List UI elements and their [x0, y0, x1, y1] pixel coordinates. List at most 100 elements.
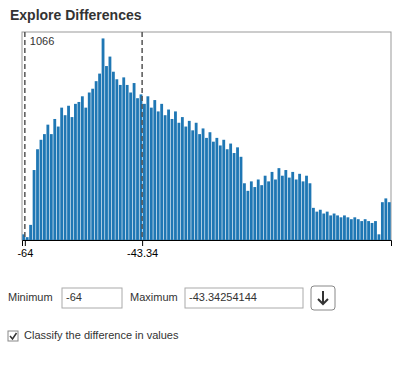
bar: [91, 89, 94, 240]
bar: [198, 134, 201, 240]
bar: [160, 104, 163, 240]
bar: [374, 221, 377, 240]
bar: [129, 93, 132, 240]
bar: [67, 106, 70, 240]
bar: [236, 147, 239, 240]
bar: [136, 98, 139, 240]
bar: [326, 212, 329, 240]
bar: [288, 178, 291, 240]
bar: [177, 123, 180, 240]
bar: [240, 157, 243, 240]
bar: [191, 130, 194, 240]
bar: [360, 221, 363, 240]
bar: [146, 96, 149, 240]
bar: [43, 134, 46, 240]
bar: [174, 111, 177, 240]
bar: [133, 83, 136, 240]
bar: [226, 149, 229, 240]
bar: [278, 168, 281, 240]
x-tick-label: -43.34: [127, 247, 158, 259]
bar: [29, 225, 32, 240]
bar: [229, 144, 232, 240]
bar: [319, 210, 322, 240]
bar: [77, 102, 80, 240]
bar: [209, 132, 212, 240]
bar: [195, 123, 198, 240]
bar: [74, 104, 77, 240]
bar: [353, 217, 356, 240]
checkbox[interactable]: [8, 331, 18, 341]
bar: [309, 183, 312, 240]
bar: [250, 181, 253, 240]
bar: [105, 66, 108, 240]
bar: [84, 108, 87, 240]
bar: [367, 221, 370, 240]
controls: Minimum-64Maximum-43.34254144Classify th…: [8, 286, 335, 341]
bar: [143, 104, 146, 240]
bar: [119, 85, 122, 240]
bar: [102, 38, 105, 240]
bars: [22, 38, 390, 240]
bar: [295, 179, 298, 240]
bar: [343, 215, 346, 240]
bar: [171, 119, 174, 240]
bar: [222, 140, 225, 240]
bar: [364, 219, 367, 240]
bar: [36, 149, 39, 240]
bar: [267, 181, 270, 240]
x-tick: -64: [17, 240, 33, 259]
chart: Explore Differences-64-43.341066Minimum-…: [0, 0, 401, 388]
x-tick: -43.34: [127, 240, 158, 259]
bar: [57, 127, 60, 240]
bar: [271, 172, 274, 240]
control-label: Minimum: [8, 291, 53, 303]
marker-line: [24, 32, 26, 240]
bar: [50, 134, 53, 240]
bar: [219, 145, 222, 240]
bar: [164, 115, 167, 240]
bar: [243, 183, 246, 240]
bar: [260, 185, 263, 240]
x-axis-line: [23, 241, 392, 247]
download-icon: [318, 291, 328, 304]
bar: [336, 215, 339, 240]
checkbox-check: [10, 333, 17, 339]
x-axis: -64 -43.34: [17, 240, 391, 259]
title: Explore Differences: [10, 7, 142, 23]
bar: [26, 237, 29, 240]
bar: [357, 219, 360, 240]
bar: [212, 142, 215, 240]
bar: [115, 79, 118, 240]
bar: [64, 115, 67, 240]
bar: [253, 187, 256, 240]
download-button[interactable]: [311, 286, 335, 310]
bar: [291, 172, 294, 240]
bar: [312, 208, 315, 240]
bar: [153, 100, 156, 240]
annotation: 1066: [30, 35, 54, 47]
bar: [305, 176, 308, 240]
bar: [302, 181, 305, 240]
bar: [233, 153, 236, 240]
bar: [88, 93, 91, 240]
bar: [322, 214, 325, 240]
bar: [264, 176, 267, 240]
bar: [215, 138, 218, 240]
bar: [246, 191, 249, 240]
bar: [384, 198, 387, 240]
bar: [157, 111, 160, 240]
bar: [381, 202, 384, 240]
bar: [71, 117, 74, 240]
bar: [81, 96, 84, 240]
bar: [378, 234, 381, 240]
bar: [150, 108, 153, 240]
bar: [167, 110, 170, 240]
bar: [126, 85, 129, 240]
plot-frame: [22, 32, 391, 240]
input-box[interactable]: [185, 288, 303, 308]
bar: [184, 127, 187, 240]
bar: [109, 57, 112, 240]
x-tick-label: -64: [17, 247, 33, 259]
bar: [274, 179, 277, 240]
input-box[interactable]: [62, 288, 122, 308]
